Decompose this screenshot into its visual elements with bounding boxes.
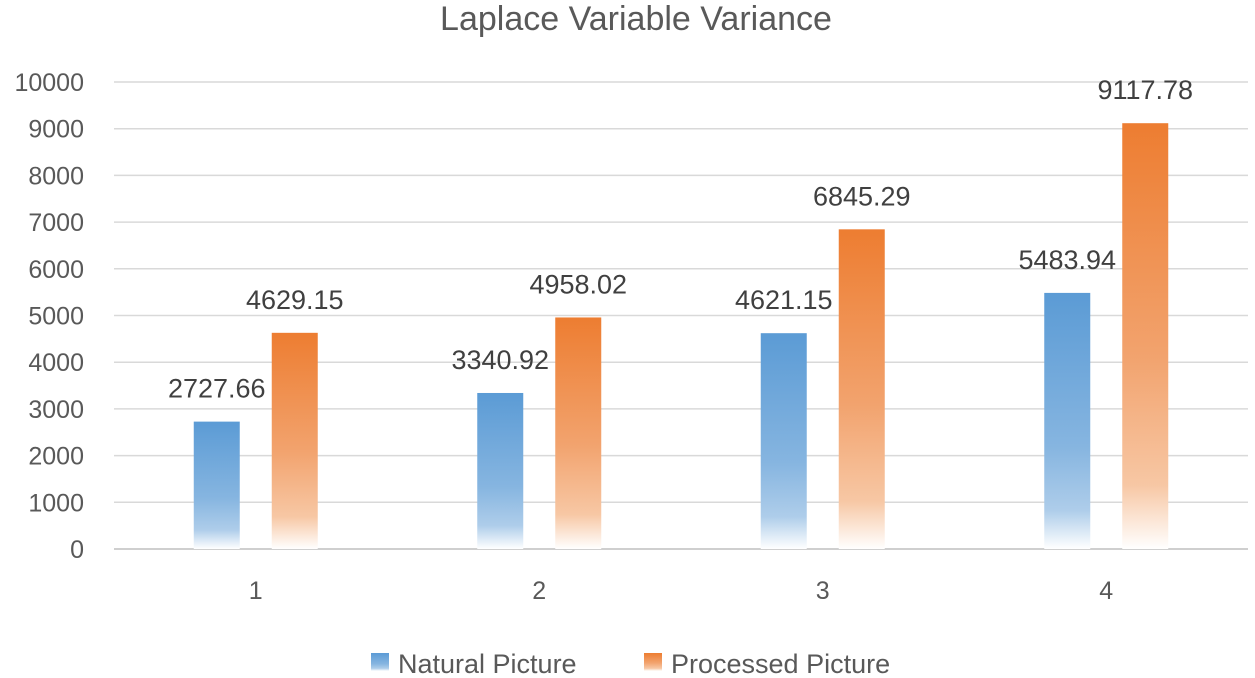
y-tick-label: 1000 [28,489,84,517]
y-tick-label: 3000 [28,396,84,424]
bar-natural-picture-3 [760,333,807,549]
y-tick-label: 9000 [28,116,84,144]
data-label: 2727.66 [168,374,266,404]
legend-swatch-natural-picture [371,653,389,671]
x-axis-ticks: 1 2 3 4 [249,577,1114,605]
legend-label-processed-picture: Processed Picture [671,649,890,678]
legend-swatch-processed-picture [644,653,662,671]
y-tick-label: 5000 [28,303,84,331]
bar-natural-picture-4 [1044,292,1091,549]
data-label: 4629.15 [246,285,344,315]
bar-processed-picture-3 [838,229,885,549]
x-tick-label: 4 [1099,577,1113,605]
y-tick-label: 8000 [28,162,84,190]
y-tick-label: 4000 [28,349,84,377]
x-tick-label: 3 [816,577,830,605]
y-tick-label: 0 [70,536,84,564]
bar-processed-picture-1 [271,332,318,549]
chart-title: Laplace Variable Variance [440,0,832,38]
data-labels: 2727.66 4629.15 3340.92 4958.02 4621.15 6845.… [168,75,1193,403]
y-axis-ticks: 0 1000 2000 3000 4000 5000 6000 7000 8000 9000 100… [14,69,84,564]
data-label: 6845.29 [813,181,911,211]
x-tick-label: 1 [249,577,263,605]
bar-natural-picture-2 [477,392,524,549]
bar-processed-picture-4 [1122,123,1169,549]
bar-processed-picture-2 [555,317,602,549]
data-label: 4958.02 [529,269,627,299]
y-tick-label: 10000 [14,69,84,97]
data-label: 4621.15 [735,285,833,315]
data-label: 9117.78 [1097,75,1193,105]
bar-natural-picture-1 [193,421,240,549]
data-label: 5483.94 [1018,245,1116,275]
legend: Natural Picture Processed Picture [371,649,890,678]
y-tick-label: 7000 [28,209,84,237]
bars [193,123,1169,549]
y-tick-label: 6000 [28,256,84,284]
data-label: 3340.92 [451,345,549,375]
x-tick-label: 2 [532,577,546,605]
legend-label-natural-picture: Natural Picture [398,649,577,678]
y-tick-label: 2000 [28,443,84,471]
